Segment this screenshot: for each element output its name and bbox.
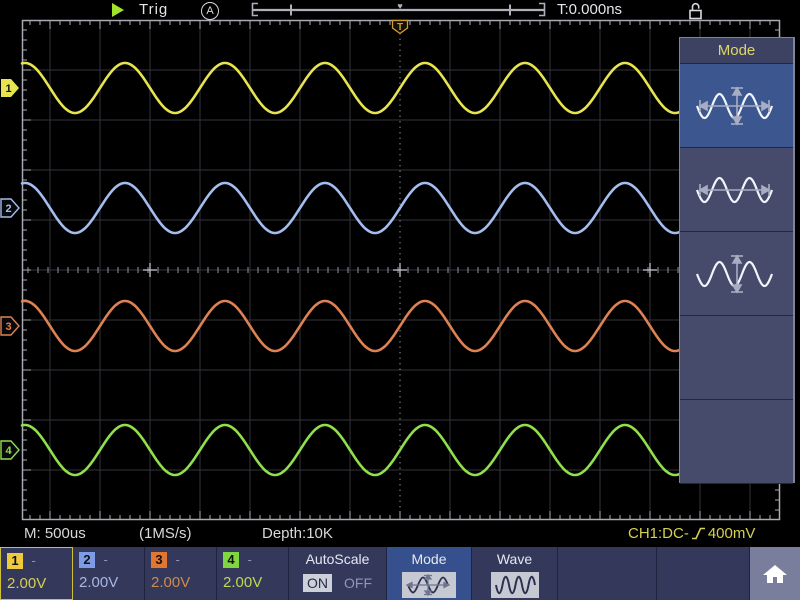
autoscale-menu[interactable]: AutoScale ON OFF (289, 547, 387, 600)
channel-1-badge: 1 (7, 553, 23, 569)
sine-hv-arrows-icon (695, 85, 773, 126)
autoscale-mode-horizontal-button[interactable] (680, 148, 793, 232)
wave-sine-icon (494, 575, 536, 595)
wave-label: Wave (496, 551, 533, 567)
autoscale-label: AutoScale (305, 551, 370, 567)
svg-text:4: 4 (5, 445, 12, 457)
channel-1-separator: - (31, 553, 36, 568)
mode-label: Mode (411, 551, 447, 567)
channel-3-menu[interactable]: 3 - 2.00V (145, 547, 217, 600)
sine-h-arrows-icon (695, 176, 773, 203)
mode-panel: Mode (679, 37, 795, 484)
auto-trigger-icon: A (201, 2, 219, 20)
svg-text:3: 3 (5, 321, 11, 333)
home-icon (763, 564, 787, 583)
mode-sine-arrows-icon (405, 573, 451, 597)
channel-2-menu[interactable]: 2 - 2.00V (73, 547, 145, 600)
autoscale-mode-menu[interactable]: Mode (387, 547, 472, 600)
home-button[interactable] (750, 547, 800, 600)
channel-1-scale: 2.00V (7, 575, 47, 592)
mode-panel-blank-button-1[interactable] (680, 316, 793, 400)
autoscale-mode-hv-button[interactable] (680, 64, 793, 148)
channel-1-menu[interactable]: 1 - 2.00V (0, 547, 73, 600)
menu-blank-cell-2 (657, 547, 750, 600)
mode-panel-blank-button-2[interactable] (680, 400, 793, 484)
memory-depth-readout: Depth:10K (262, 525, 333, 542)
channel-2-separator: - (103, 552, 108, 567)
trigger-source-coupling: CH1:DC- (628, 525, 689, 542)
trigger-time-readout: T:0.000ns (557, 1, 623, 18)
bottom-menu-bar: 1 - 2.00V 2 - 2.00V 3 - 2.00V 4 - 2.00V … (0, 547, 800, 600)
wave-menu[interactable]: Wave (472, 547, 558, 600)
svg-text:♥: ♥ (397, 1, 402, 11)
sample-rate-readout: (1MS/s) (139, 525, 192, 542)
channel-3-separator: - (175, 552, 180, 567)
sine-v-arrows-icon (695, 253, 773, 294)
top-bar: Trig A T:0.000ns (0, 0, 800, 20)
trigger-settings-readout: CH1:DC- 400mV (628, 525, 755, 542)
channel-3-badge: 3 (151, 552, 167, 568)
channel-4-badge: 4 (223, 552, 239, 568)
timebase-readout: M: 500us (24, 525, 86, 542)
svg-text:1: 1 (5, 83, 11, 95)
autoscale-mode-vertical-button[interactable] (680, 232, 793, 316)
svg-text:2: 2 (5, 203, 11, 215)
channel-4-menu[interactable]: 4 - 2.00V (217, 547, 289, 600)
trigger-level-readout: 400mV (707, 525, 756, 542)
channel-2-scale: 2.00V (79, 574, 119, 591)
autoscale-on-toggle[interactable]: ON (303, 574, 332, 592)
channel-4-scale: 2.00V (223, 574, 263, 591)
channel-2-badge: 2 (79, 552, 95, 568)
rising-edge-icon (691, 527, 705, 540)
channel-4-separator: - (247, 552, 252, 567)
autoscale-off-toggle[interactable]: OFF (344, 575, 372, 591)
run-play-icon (112, 3, 124, 17)
channel-3-scale: 2.00V (151, 574, 191, 591)
mode-panel-title: Mode (680, 38, 793, 64)
trigger-status-label: Trig (139, 1, 169, 18)
svg-text:T: T (397, 22, 403, 33)
menu-blank-cell-1 (558, 547, 657, 600)
status-bar: M: 500us (1MS/s) Depth:10K CH1:DC- 400mV (0, 521, 800, 547)
unlocked-padlock-icon (689, 2, 702, 20)
